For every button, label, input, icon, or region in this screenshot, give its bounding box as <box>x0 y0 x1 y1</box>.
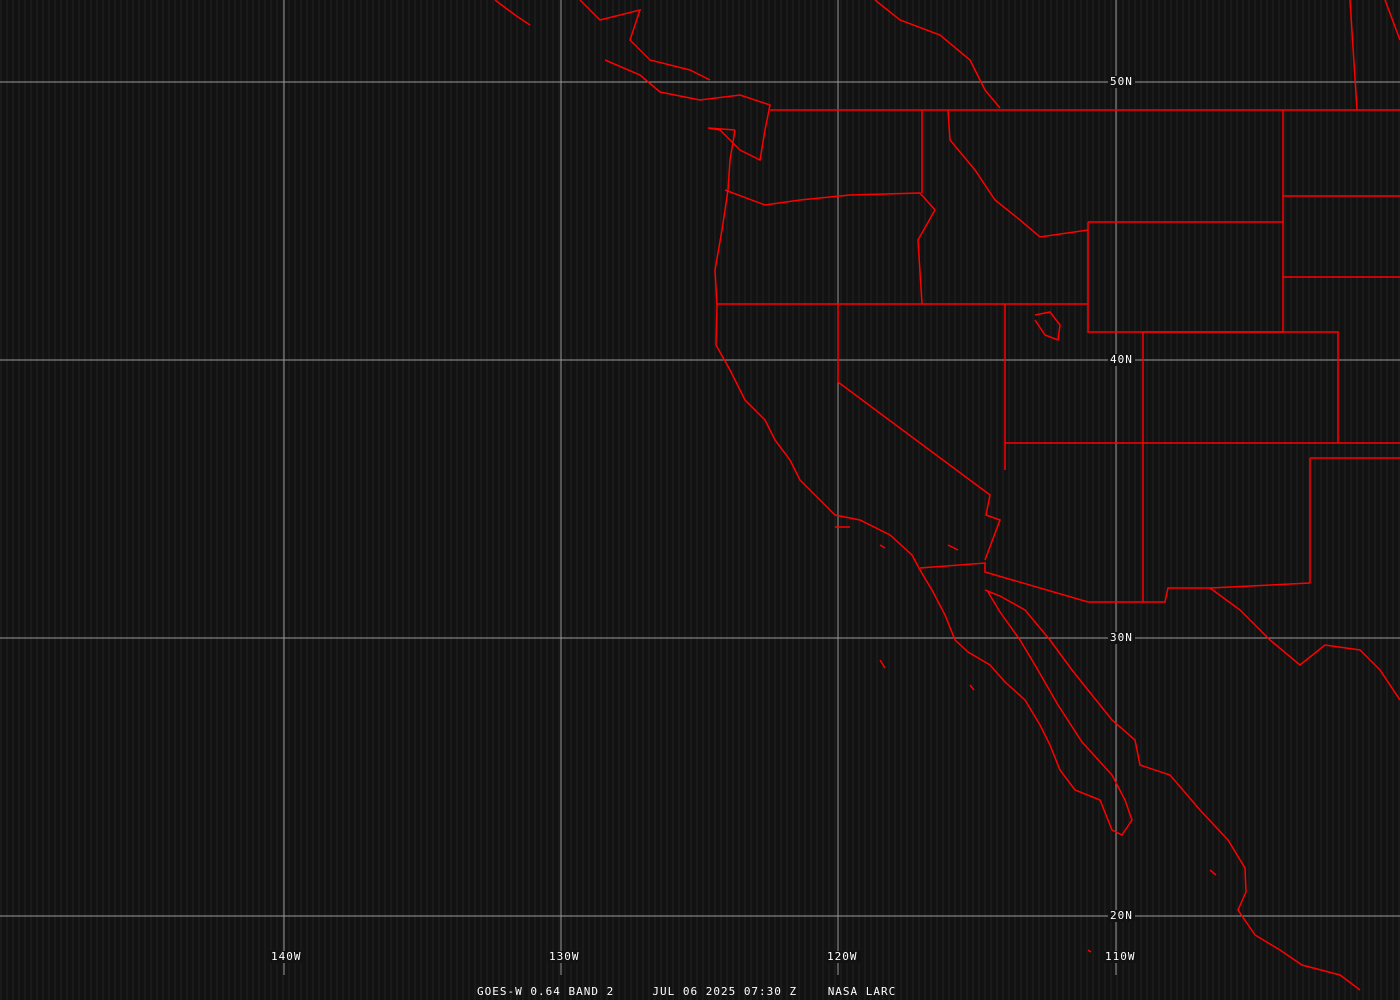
lon-label-120w: 120W <box>825 950 860 963</box>
lon-label-110w: 110W <box>1103 950 1138 963</box>
border-us-mexico <box>919 562 1311 603</box>
coastlines-and-borders <box>494 0 1400 991</box>
coastline-pacific <box>714 129 1133 836</box>
border-mt-canada-east <box>1349 0 1400 111</box>
coastline-north <box>874 0 1001 109</box>
credit: NASA LARC <box>827 985 897 998</box>
border-id-mt <box>947 109 1089 238</box>
lake-utah <box>1034 311 1061 342</box>
border-nm-east <box>1309 457 1400 583</box>
lat-label-40n: 40N <box>1108 353 1135 366</box>
coastline-bc <box>604 59 771 162</box>
image-caption: GOES-W 0.64 BAND 2 JUL 06 2025 07:30 Z N… <box>477 986 896 998</box>
lat-label-20n: 20N <box>1108 909 1135 922</box>
border-montana-east <box>1282 110 1400 278</box>
timestamp: JUL 06 2025 07:30 Z <box>652 985 798 998</box>
satellite-band: GOES-W 0.64 BAND 2 <box>477 985 615 998</box>
coastline-mexico <box>984 589 1361 991</box>
lat-label-30n: 30N <box>1108 631 1135 644</box>
border-ca-nv <box>837 304 1001 561</box>
lon-label-130w: 130W <box>547 950 582 963</box>
border-colorado <box>1143 331 1400 444</box>
coastline-islands <box>494 0 711 81</box>
lat-label-50n: 50N <box>1108 75 1135 88</box>
lon-label-140w: 140W <box>269 950 304 963</box>
border-wa-or <box>724 189 936 305</box>
islands-channel <box>835 526 1217 953</box>
coastline-gulf <box>1209 587 1400 701</box>
lat-lon-grid <box>0 0 1400 975</box>
